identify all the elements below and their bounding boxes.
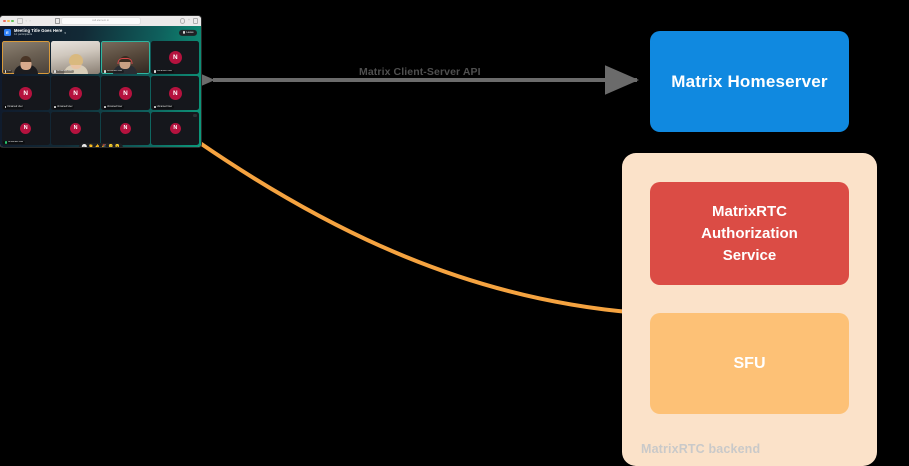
participant-tile[interactable]: Unnamed User — [101, 40, 150, 75]
leave-call-button[interactable]: Leave — [179, 29, 197, 36]
avatar: N — [168, 86, 182, 100]
participant-tile[interactable]: N Unnamed User — [1, 111, 50, 146]
sidebar-icon[interactable] — [16, 18, 23, 24]
avatar: N — [20, 122, 32, 134]
microphone-icon — [104, 105, 106, 109]
matrix-homeserver-node[interactable]: Matrix Homeserver — [650, 31, 849, 132]
avatar: N — [119, 122, 131, 134]
leave-call-label: Leave — [186, 31, 194, 34]
participant-name: Unnamed User — [102, 105, 124, 109]
media-curve-connector — [198, 141, 642, 315]
matrixrtc-authorization-service-node[interactable]: MatrixRTC Authorization Service — [650, 182, 849, 285]
online-status-icon — [4, 141, 7, 144]
reaction-clap[interactable]: 👏 — [88, 144, 93, 147]
participant-name: Unnamed User — [152, 69, 174, 74]
microphone-icon — [4, 105, 7, 109]
participant-name: Unnamed User — [3, 105, 25, 109]
participant-tile[interactable]: N — [101, 111, 150, 146]
participant-name: Unnamed User — [53, 69, 74, 74]
window-traffic-lights[interactable] — [3, 19, 14, 23]
participant-count: 12 participants — [14, 32, 33, 37]
browser-window[interactable]: ‹ › call.element.io + E Meeting Title Go… — [0, 16, 201, 147]
auth-service-line-3: Service — [722, 246, 777, 264]
microphone-icon — [54, 70, 57, 73]
browser-chrome-actions[interactable]: + — [180, 18, 198, 24]
participant-tile[interactable]: N Unnamed User — [151, 40, 200, 75]
call-header: E Meeting Title Goes Here 12 participant… — [0, 26, 201, 39]
participant-name: Tim — [3, 69, 13, 74]
avatar: N — [19, 86, 33, 100]
share-icon[interactable] — [180, 18, 186, 24]
back-arrow-icon[interactable]: ‹ — [25, 18, 27, 23]
participant-tile[interactable]: N Unnamed User — [151, 76, 200, 110]
auth-service-line-1: MatrixRTC — [711, 202, 787, 220]
participant-grid: Tim Unnamed User Unnamed User — [0, 39, 201, 147]
microphone-icon — [154, 70, 156, 73]
participant-tile[interactable]: Tim — [1, 40, 50, 75]
participant-tile[interactable]: Unnamed User — [51, 40, 100, 75]
participant-name: Unnamed User — [102, 69, 124, 74]
meeting-title: Meeting Title Goes Here — [14, 28, 63, 34]
add-tab-icon[interactable]: + — [188, 18, 191, 23]
reaction-surprised[interactable]: 😮 — [115, 144, 120, 147]
forward-arrow-icon[interactable]: › — [29, 18, 31, 23]
avatar: N — [70, 122, 82, 134]
browser-chrome-bar: ‹ › call.element.io + — [0, 16, 201, 26]
avatar: N — [118, 86, 132, 100]
tabs-icon[interactable] — [192, 18, 198, 24]
participant-tile[interactable]: N Unnamed User — [101, 76, 150, 110]
video-call-app[interactable]: E Meeting Title Goes Here 12 participant… — [0, 26, 201, 147]
sfu-node[interactable]: SFU — [650, 313, 849, 414]
client-server-api-label: Matrix Client-Server API — [356, 66, 484, 78]
close-icon[interactable] — [3, 19, 6, 23]
minimize-icon[interactable] — [7, 19, 10, 23]
avatar: N — [69, 86, 83, 100]
auth-service-line-2: Authorization — [701, 224, 798, 242]
microphone-icon — [154, 105, 156, 109]
participant-tile[interactable]: N — [51, 111, 100, 146]
matrixrtc-backend-label: MatrixRTC backend — [641, 442, 761, 456]
microphone-icon — [54, 105, 57, 109]
participant-tile[interactable]: N Unnamed User — [51, 76, 100, 110]
participant-name: Unnamed User — [3, 140, 25, 145]
address-bar[interactable]: call.element.io — [54, 17, 141, 25]
reaction-thumbsup[interactable]: 👍 — [95, 144, 100, 147]
participant-name: Unnamed User — [53, 105, 74, 109]
participant-name: Unnamed User — [152, 105, 174, 109]
chevron-down-icon[interactable]: ▾ — [64, 30, 66, 35]
maximize-icon[interactable] — [11, 19, 14, 23]
screenshare-icon — [193, 113, 198, 117]
avatar: N — [169, 122, 181, 134]
leave-icon — [182, 31, 185, 34]
reaction-picker-bar[interactable]: ☺ 👏 👍 🎉 🙂 😮 — [78, 143, 123, 147]
microphone-icon — [4, 70, 7, 73]
lock-icon — [54, 18, 60, 24]
emoji-icon[interactable]: ☺ — [81, 144, 87, 147]
address-bar-url: call.element.io — [92, 19, 109, 23]
app-logo: E — [4, 29, 11, 36]
participant-tile[interactable]: N Unnamed User — [1, 76, 50, 110]
reaction-smile[interactable]: 🙂 — [108, 144, 114, 147]
reaction-party[interactable]: 🎉 — [101, 144, 107, 147]
microphone-icon — [104, 70, 106, 73]
participant-tile[interactable]: N — [151, 111, 200, 146]
avatar: N — [168, 51, 182, 65]
